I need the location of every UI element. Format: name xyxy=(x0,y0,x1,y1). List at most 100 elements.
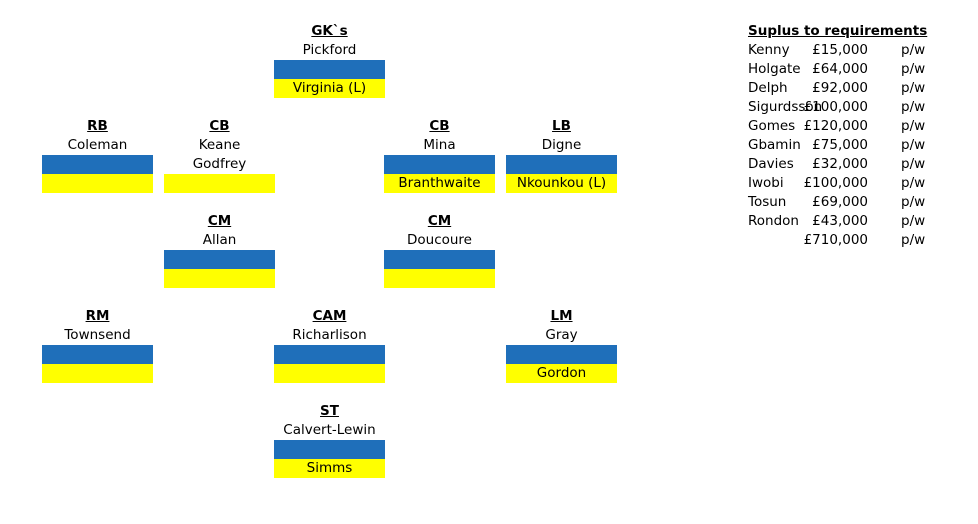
surplus-unit: p/w xyxy=(901,99,926,115)
player-name: Keane xyxy=(198,137,241,153)
blue-bar xyxy=(42,155,153,174)
surplus-wage: £64,000 xyxy=(812,61,868,77)
player-name: Richarlison xyxy=(292,327,367,343)
surplus-unit: p/w xyxy=(901,42,926,58)
surplus-wage: £120,000 xyxy=(803,118,868,134)
blue-bar xyxy=(506,345,617,364)
surplus-wage: £92,000 xyxy=(812,80,868,96)
backup-player: Virginia (L) xyxy=(274,79,385,98)
surplus-wage: £43,000 xyxy=(812,213,868,229)
backup-player xyxy=(42,364,153,383)
surplus-unit: p/w xyxy=(901,137,926,153)
position-cb-right: CB Mina Branthwaite xyxy=(384,117,495,193)
blue-bar xyxy=(164,250,275,269)
surplus-player-name: Tosun xyxy=(748,194,787,210)
position-st: ST Calvert-Lewin Simms xyxy=(274,402,385,478)
surplus-row: Kenny £15,000 p/w xyxy=(748,41,948,60)
surplus-row: Gbamin £75,000 p/w xyxy=(748,136,948,155)
backup-player: Gordon xyxy=(506,364,617,383)
blue-bar xyxy=(506,155,617,174)
surplus-wage: £32,000 xyxy=(812,156,868,172)
player-name: Townsend xyxy=(64,327,131,343)
surplus-wage: £15,000 xyxy=(812,42,868,58)
player-name: Pickford xyxy=(302,42,357,58)
backup-player: Simms xyxy=(274,459,385,478)
surplus-player-name: Rondon xyxy=(748,213,799,229)
role-label: GK`s xyxy=(311,23,348,39)
player-name: Digne xyxy=(541,137,582,153)
role-label: LM xyxy=(550,308,573,324)
surplus-list: Suplus to requirements Kenny £15,000 p/w… xyxy=(748,22,948,250)
surplus-player-name: Holgate xyxy=(748,61,801,77)
surplus-wage: £75,000 xyxy=(812,137,868,153)
position-cam: CAM Richarlison xyxy=(274,307,385,383)
surplus-row: Tosun £69,000 p/w xyxy=(748,193,948,212)
surplus-player-name: Delph xyxy=(748,80,788,96)
surplus-row: Davies £32,000 p/w xyxy=(748,155,948,174)
player-name: Doucoure xyxy=(406,232,472,248)
player-name: Coleman xyxy=(67,137,128,153)
surplus-player-name: Kenny xyxy=(748,42,790,58)
role-label: RM xyxy=(85,308,110,324)
surplus-unit: p/w xyxy=(901,80,926,96)
blue-bar xyxy=(274,440,385,459)
surplus-unit: p/w xyxy=(901,232,926,248)
surplus-row: Holgate £64,000 p/w xyxy=(748,60,948,79)
role-label: CB xyxy=(429,118,450,134)
surplus-row: Gomes £120,000 p/w xyxy=(748,117,948,136)
blue-bar xyxy=(42,345,153,364)
backup-player: Nkounkou (L) xyxy=(506,174,617,193)
surplus-total-wage: £710,000 xyxy=(803,232,868,248)
role-label: CM xyxy=(427,213,452,229)
surplus-row: Iwobi £100,000 p/w xyxy=(748,174,948,193)
position-rb: RB Coleman xyxy=(42,117,153,193)
blue-bar xyxy=(274,60,385,79)
surplus-player-name: Sigurdsson xyxy=(748,99,823,115)
position-cm-right: CM Doucoure xyxy=(384,212,495,288)
surplus-player-name: Iwobi xyxy=(748,175,784,191)
role-label: CB xyxy=(209,118,230,134)
surplus-player-name: Gomes xyxy=(748,118,796,134)
role-label: CM xyxy=(207,213,232,229)
backup-player xyxy=(42,174,153,193)
blue-bar xyxy=(274,345,385,364)
role-label: ST xyxy=(320,403,339,419)
surplus-wage: £69,000 xyxy=(812,194,868,210)
position-lm: LM Gray Gordon xyxy=(506,307,617,383)
position-cb-left: CB Keane Godfrey xyxy=(164,117,275,193)
surplus-wage: £100,000 xyxy=(803,99,868,115)
surplus-row: Rondon £43,000 p/w xyxy=(748,212,948,231)
position-lb: LB Digne Nkounkou (L) xyxy=(506,117,617,193)
backup-player xyxy=(384,269,495,288)
player-name: Allan xyxy=(202,232,237,248)
backup-player: Branthwaite xyxy=(384,174,495,193)
surplus-player-name: Davies xyxy=(748,156,794,172)
blue-bar xyxy=(384,155,495,174)
blue-bar xyxy=(384,250,495,269)
role-label: LB xyxy=(552,118,571,134)
player-name-secondary: Godfrey xyxy=(192,156,247,172)
player-name: Mina xyxy=(423,137,456,153)
position-rm: RM Townsend xyxy=(42,307,153,383)
surplus-unit: p/w xyxy=(901,156,926,172)
surplus-unit: p/w xyxy=(901,175,926,191)
surplus-row: Sigurdsson £100,000 p/w xyxy=(748,98,948,117)
surplus-unit: p/w xyxy=(901,61,926,77)
surplus-unit: p/w xyxy=(901,213,926,229)
backup-player xyxy=(274,364,385,383)
surplus-total-row: £710,000 p/w xyxy=(748,231,948,250)
position-gk: GK`s Pickford Virginia (L) xyxy=(274,22,385,98)
surplus-row: Delph £92,000 p/w xyxy=(748,79,948,98)
surplus-title: Suplus to requirements xyxy=(748,23,928,39)
role-label: RB xyxy=(87,118,108,134)
position-cm-left: CM Allan xyxy=(164,212,275,288)
backup-player xyxy=(164,269,275,288)
player-name: Gray xyxy=(545,327,578,343)
surplus-unit: p/w xyxy=(901,194,926,210)
surplus-wage: £100,000 xyxy=(803,175,868,191)
surplus-player-name: Gbamin xyxy=(748,137,801,153)
role-label: CAM xyxy=(312,308,347,324)
player-name: Calvert-Lewin xyxy=(283,422,376,438)
surplus-unit: p/w xyxy=(901,118,926,134)
backup-player xyxy=(164,174,275,193)
